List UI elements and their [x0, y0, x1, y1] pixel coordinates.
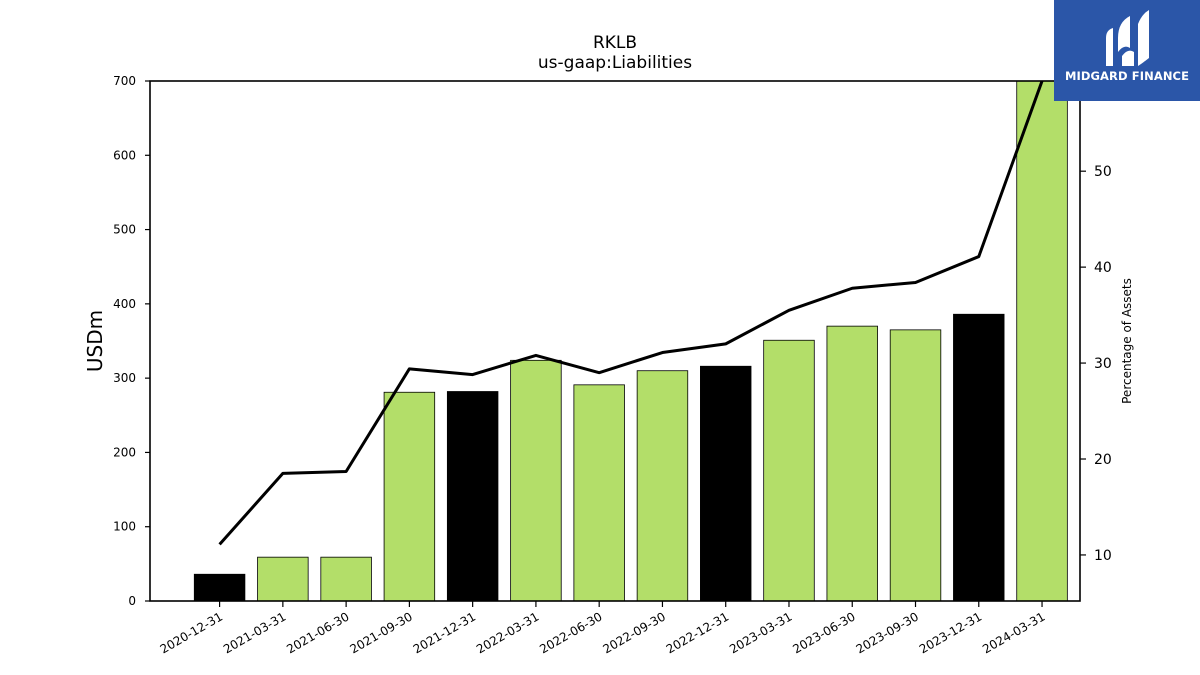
x-tick-label: 2021-06-30	[284, 609, 351, 656]
x-tick-label: 2020-12-31	[158, 609, 225, 656]
y2-tick-label: 40	[1094, 260, 1112, 276]
bar-2020-12-31	[193, 573, 246, 602]
y-axis-right: 10 20 30 40 50	[1080, 164, 1112, 564]
x-tick-label: 2023-09-30	[854, 609, 921, 656]
y2-tick-label: 20	[1094, 452, 1112, 468]
pct-of-assets-line	[218, 80, 1044, 546]
bar-2023-06-30	[826, 325, 878, 602]
x-tick-label: 2021-12-31	[411, 609, 478, 656]
bar-2021-03-31	[257, 556, 309, 602]
x-tick-label: 2021-09-30	[347, 609, 414, 656]
y-tick-label: 200	[113, 445, 136, 459]
y-tick-label: 0	[128, 594, 136, 608]
y-tick-label: 600	[113, 148, 136, 162]
y2-tick-label: 30	[1094, 356, 1112, 372]
line-series	[218, 80, 1044, 546]
x-tick-label: 2022-12-31	[664, 609, 731, 656]
bar-2022-06-30	[573, 384, 625, 602]
x-tick-label: 2023-12-31	[917, 609, 984, 656]
x-tick-label: 2024-03-31	[980, 609, 1047, 656]
chart-subtitle: us-gaap:Liabilities	[538, 53, 692, 73]
y-tick-label: 700	[113, 74, 136, 88]
bar-2022-03-31	[510, 359, 562, 602]
logo-text: MIDGARD FINANCE	[1064, 69, 1190, 83]
y-tick-label: 100	[113, 520, 136, 534]
bar-2022-12-31	[700, 365, 752, 602]
x-axis: 2020-12-312021-03-312021-06-302021-09-30…	[158, 601, 1048, 656]
bar-series	[193, 80, 1068, 602]
bar-2022-09-30	[636, 370, 689, 602]
bar-2021-12-31	[446, 391, 499, 602]
bar-2023-09-30	[889, 329, 942, 602]
x-tick-label: 2023-03-31	[727, 609, 794, 656]
bar-2024-03-31	[1016, 80, 1068, 602]
midgard-finance-logo: MIDGARD FINANCE	[1054, 0, 1200, 101]
logo-mark-icon	[1106, 10, 1149, 66]
x-tick-label: 2023-06-30	[790, 609, 857, 656]
y-tick-label: 400	[113, 297, 136, 311]
bar-2021-09-30	[383, 391, 436, 602]
y2-tick-label: 10	[1094, 548, 1112, 564]
x-tick-label: 2022-06-30	[537, 609, 604, 656]
y-tick-label: 500	[113, 223, 136, 237]
x-tick-label: 2022-09-30	[601, 609, 668, 656]
bar-2023-12-31	[953, 313, 1005, 602]
y-axis-left: 0 100 200 300 400 500 600 700	[113, 74, 150, 608]
x-tick-label: 2021-03-31	[221, 609, 288, 656]
x-tick-label: 2022-03-31	[474, 609, 541, 656]
bar-2023-03-31	[763, 339, 815, 602]
y-tick-label: 300	[113, 371, 136, 385]
y2-axis-label: Percentage of Assets	[1120, 278, 1134, 404]
bar-2021-06-30	[320, 556, 372, 602]
y2-tick-label: 50	[1094, 164, 1112, 180]
plot-frame	[149, 80, 1081, 602]
chart-title: RKLB	[593, 33, 637, 53]
y-axis-label: USDm	[83, 310, 107, 372]
